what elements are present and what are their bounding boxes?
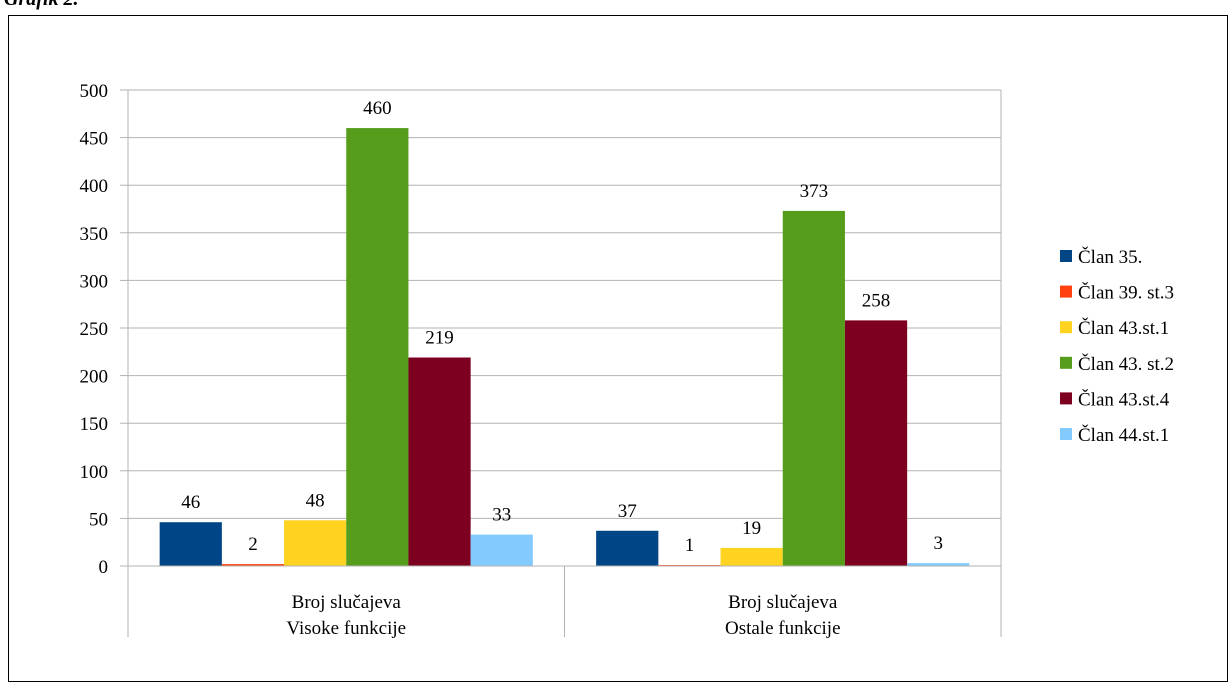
x-tick-label: Broj slučajeva Ostale funkcije — [724, 592, 841, 639]
heading: Grafik 2. — [4, 0, 78, 11]
bar — [596, 530, 659, 566]
frame — [8, 15, 1228, 682]
bar — [907, 563, 970, 566]
bar — [284, 520, 347, 566]
data-label: 258 — [862, 290, 891, 311]
legend-label: Član 39. st.3 — [1078, 282, 1174, 304]
bar — [159, 522, 222, 566]
bar — [221, 564, 285, 566]
bar — [720, 547, 783, 566]
data-label: 1 — [685, 535, 695, 556]
data-label: 33 — [492, 505, 511, 526]
data-label: 46 — [181, 492, 200, 513]
data-label: 37 — [618, 501, 637, 522]
y-tick-label: 200 — [80, 367, 109, 388]
y-tick-label: 100 — [80, 462, 109, 483]
y-tick-label: 50 — [89, 509, 108, 530]
data-label: 19 — [742, 518, 761, 539]
data-label: 2 — [248, 534, 258, 555]
y-tick-label: 250 — [80, 319, 109, 340]
data-label: 219 — [425, 328, 454, 349]
legend-swatch — [1060, 356, 1072, 369]
y-tick-label: 450 — [80, 129, 109, 150]
bar — [470, 534, 533, 566]
legend-label: Član 35. — [1078, 246, 1142, 268]
bar — [346, 128, 409, 566]
legend-label: Član 44.st.1 — [1078, 424, 1169, 446]
y-tick-label: 500 — [80, 81, 109, 102]
legend-swatch — [1060, 392, 1072, 405]
x-tick-label: Broj slučajeva Visoke funkcije — [286, 592, 407, 639]
y-tick-label: 0 — [99, 557, 109, 578]
data-label: 460 — [363, 98, 392, 119]
legend-swatch — [1060, 321, 1072, 334]
data-label: 48 — [306, 490, 325, 511]
y-tick-label: 300 — [80, 271, 109, 292]
legend-label: Član 43.st.1 — [1078, 317, 1169, 339]
y-tick-label: 400 — [80, 176, 109, 197]
bar — [844, 320, 908, 566]
y-tick-label: 350 — [80, 224, 109, 245]
legend-label: Član 43.st.4 — [1078, 388, 1170, 410]
legend-swatch — [1060, 428, 1072, 440]
legend-label: Član 43. st.2 — [1078, 353, 1174, 375]
bar — [408, 357, 471, 566]
y-tick-label: 150 — [80, 414, 109, 435]
bar — [782, 210, 845, 567]
legend-swatch — [1060, 285, 1072, 298]
data-label: 373 — [800, 181, 829, 202]
legend-swatch — [1060, 250, 1072, 262]
data-label: 3 — [934, 533, 944, 554]
